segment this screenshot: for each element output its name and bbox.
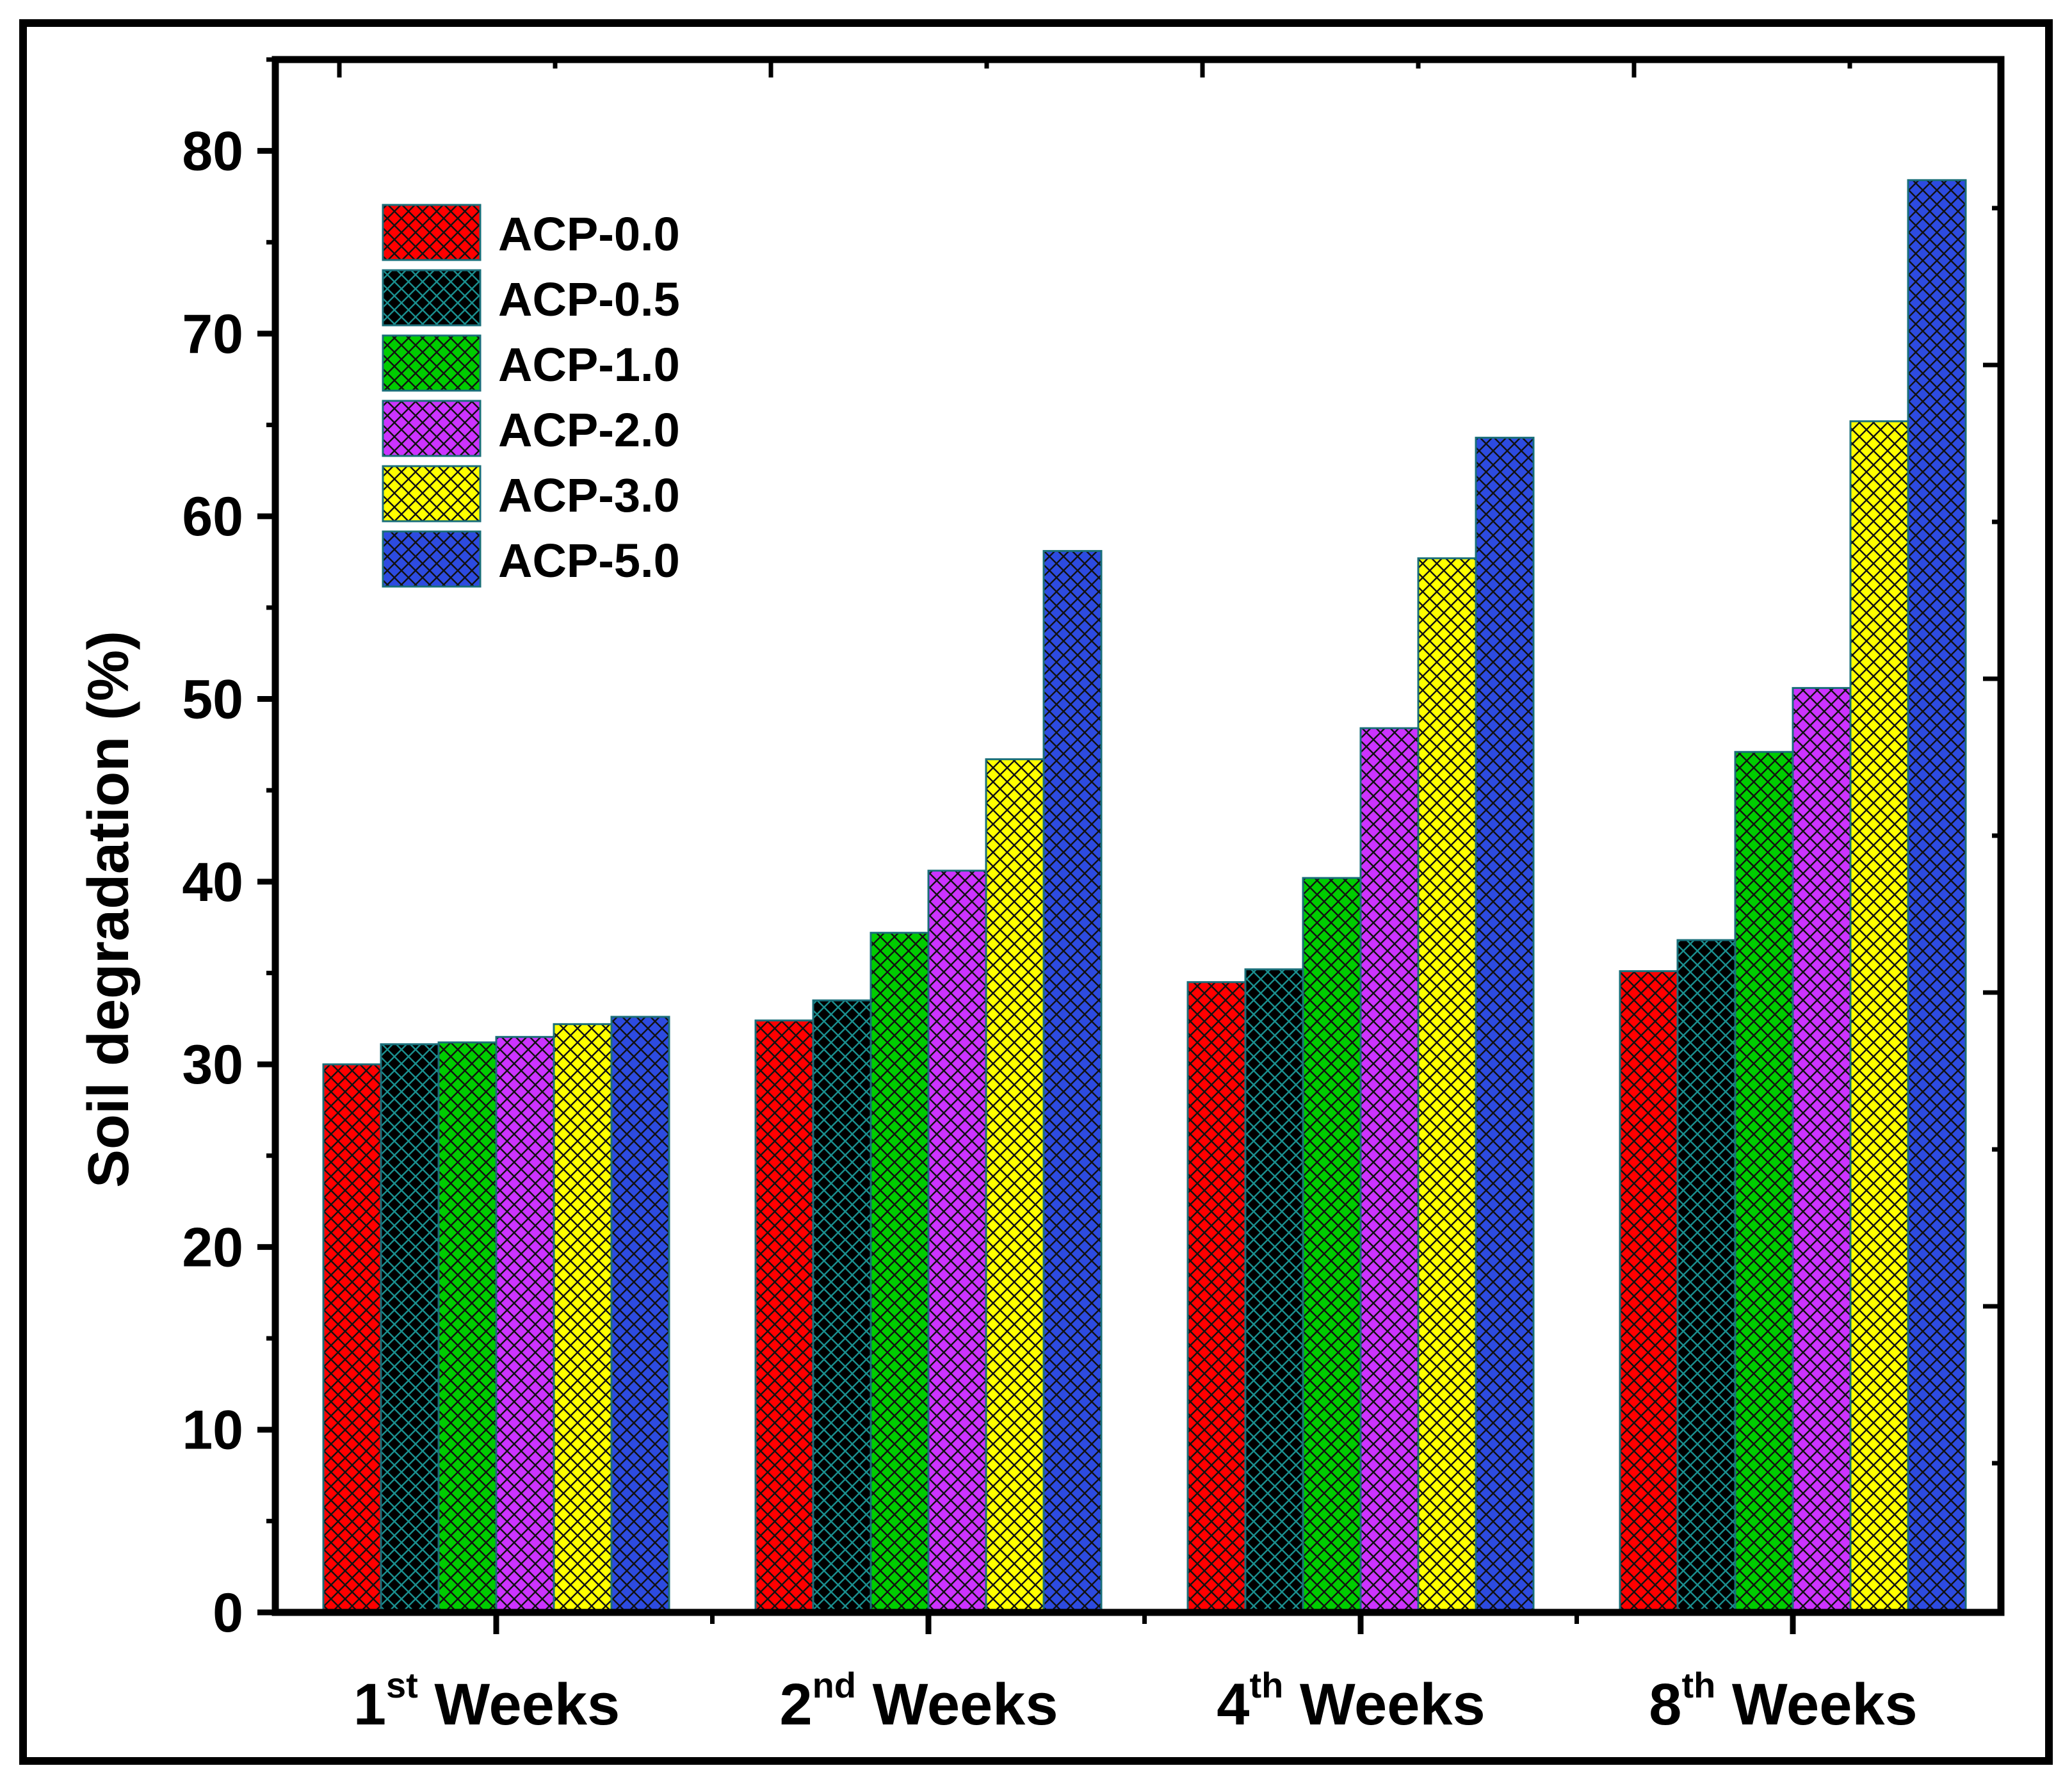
y-tick-label: 0 — [213, 1582, 243, 1644]
x-tick-label: 1st Weeks — [353, 1665, 620, 1737]
legend-swatch-acp-3.0 — [382, 465, 482, 523]
y-tick-label: 40 — [182, 852, 243, 913]
bar-acp-0.0-4 — [1619, 970, 1679, 1614]
legend-label: ACP-5.0 — [498, 534, 680, 587]
bar-acp-5.0-2 — [1042, 549, 1103, 1614]
bar-acp-0.0-3 — [1186, 981, 1247, 1614]
y-tick-label: 20 — [182, 1217, 243, 1278]
legend-swatch-acp-0.0 — [382, 204, 482, 261]
legend-label: ACP-0.5 — [498, 273, 680, 326]
y-axis-label: Soil degradation (%) — [77, 631, 141, 1188]
bar-acp-0.0-1 — [322, 1063, 382, 1614]
legend-swatch-acp-5.0 — [382, 530, 482, 588]
bar-acp-3.0-2 — [985, 758, 1045, 1614]
legend-swatch-acp-2.0 — [382, 400, 482, 457]
y-tick-label: 50 — [182, 669, 243, 731]
legend-label: ACP-1.0 — [498, 338, 680, 391]
bar-acp-5.0-3 — [1475, 437, 1535, 1614]
bar-acp-5.0-1 — [610, 1016, 670, 1614]
legend-swatch-acp-0.5 — [382, 269, 482, 327]
bar-acp-2.0-2 — [927, 870, 987, 1614]
x-tick-label: 4th Weeks — [1217, 1665, 1485, 1737]
x-tick-label: 2nd Weeks — [780, 1665, 1058, 1737]
bar-acp-2.0-3 — [1359, 727, 1420, 1614]
x-tick-label: 8th Weeks — [1649, 1665, 1917, 1737]
y-tick-label: 10 — [182, 1400, 243, 1461]
bar-acp-0.5-3 — [1244, 968, 1304, 1614]
bar-acp-5.0-4 — [1907, 179, 1967, 1614]
bar-acp-3.0-3 — [1417, 557, 1477, 1614]
y-tick-label: 30 — [182, 1034, 243, 1096]
legend-label: ACP-2.0 — [498, 403, 680, 457]
bar-acp-3.0-4 — [1849, 420, 1909, 1614]
legend-swatch-acp-1.0 — [382, 334, 482, 392]
bar-acp-1.0-1 — [437, 1041, 498, 1614]
y-tick-label: 70 — [182, 304, 243, 365]
bar-acp-0.0-2 — [754, 1019, 814, 1614]
bar-acp-1.0-3 — [1302, 877, 1362, 1614]
bar-acp-1.0-2 — [870, 932, 930, 1614]
outer-frame — [19, 19, 2053, 1765]
legend-label: ACP-0.0 — [498, 207, 680, 261]
legend-label: ACP-3.0 — [498, 469, 680, 522]
bar-acp-0.5-2 — [812, 999, 872, 1614]
bar-acp-3.0-1 — [553, 1023, 613, 1614]
y-tick-label: 60 — [182, 486, 243, 547]
bar-acp-2.0-4 — [1792, 686, 1852, 1614]
bar-acp-2.0-1 — [495, 1035, 555, 1614]
bar-acp-0.5-1 — [380, 1043, 440, 1614]
y-tick-label: 80 — [182, 121, 243, 182]
bar-acp-0.5-4 — [1676, 939, 1736, 1614]
bar-acp-1.0-4 — [1734, 750, 1794, 1614]
